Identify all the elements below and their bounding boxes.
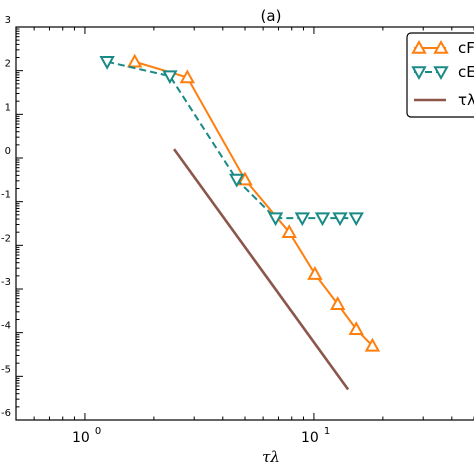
data-point (99, 55, 115, 70)
data-point (294, 212, 311, 227)
y-tick-exponent: -2 (1, 233, 11, 244)
data-point (162, 70, 178, 85)
y-tick-exponent: -4 (1, 321, 11, 332)
x-axis-label: τλ (262, 448, 280, 466)
data-point (281, 224, 297, 238)
plot-area (15, 26, 474, 421)
x-tick-label: 10 1 (301, 426, 330, 446)
series-2 (99, 55, 364, 227)
data-point (229, 173, 245, 188)
legend-entry: cE (411, 63, 474, 81)
legend-marker (433, 66, 449, 81)
y-tick-exponent: 2 (5, 59, 11, 70)
y-tick-exponent: 3 (5, 15, 11, 26)
data-point (330, 296, 346, 310)
x-axis: 10 0 10 1 (15, 27, 474, 446)
y-tick-exponent: 1 (5, 102, 11, 113)
y-tick-exponent: -1 (1, 190, 11, 201)
data-point (237, 171, 253, 186)
legend-marker (433, 39, 449, 54)
series-line (173, 148, 350, 391)
y-axis: 3 2 1 0 -1 -2 -3 -4 -5 -6 (1, 15, 23, 421)
x-tick-base: 10 (72, 430, 90, 446)
legend-entry: τλ⁻ (414, 91, 474, 109)
x-tick-exponent: 1 (324, 426, 330, 437)
series-layer (99, 53, 381, 391)
data-point (314, 212, 331, 227)
legend-marker (411, 39, 427, 54)
legend-marker (411, 66, 427, 81)
legend-label: cE (458, 63, 474, 81)
chart-panel-label: (a) (261, 7, 282, 25)
data-point (348, 321, 364, 336)
plot-frame (15, 26, 474, 421)
series-line (106, 60, 357, 220)
legend-label: τλ⁻ (458, 91, 474, 109)
data-point (307, 265, 323, 280)
y-tick-exponent: -5 (1, 364, 11, 375)
x-tick-label: 10 0 (72, 426, 101, 446)
data-point (332, 212, 348, 227)
series-1 (127, 53, 381, 352)
y-tick-exponent: -3 (1, 277, 11, 288)
x-tick-exponent: 0 (95, 426, 101, 437)
series-3 (173, 148, 350, 391)
data-point (127, 53, 143, 68)
data-point (179, 69, 196, 84)
data-point (364, 337, 381, 352)
legend: cF cE τλ⁻ (406, 32, 474, 118)
data-point (348, 212, 364, 227)
series-line (134, 60, 374, 347)
x-tick-base: 10 (301, 430, 319, 446)
y-tick-exponent: 0 (5, 146, 11, 157)
legend-label: cF (458, 39, 474, 57)
legend-entry: cF (411, 39, 474, 57)
y-tick-exponent: -6 (1, 408, 11, 419)
data-point (267, 212, 284, 227)
